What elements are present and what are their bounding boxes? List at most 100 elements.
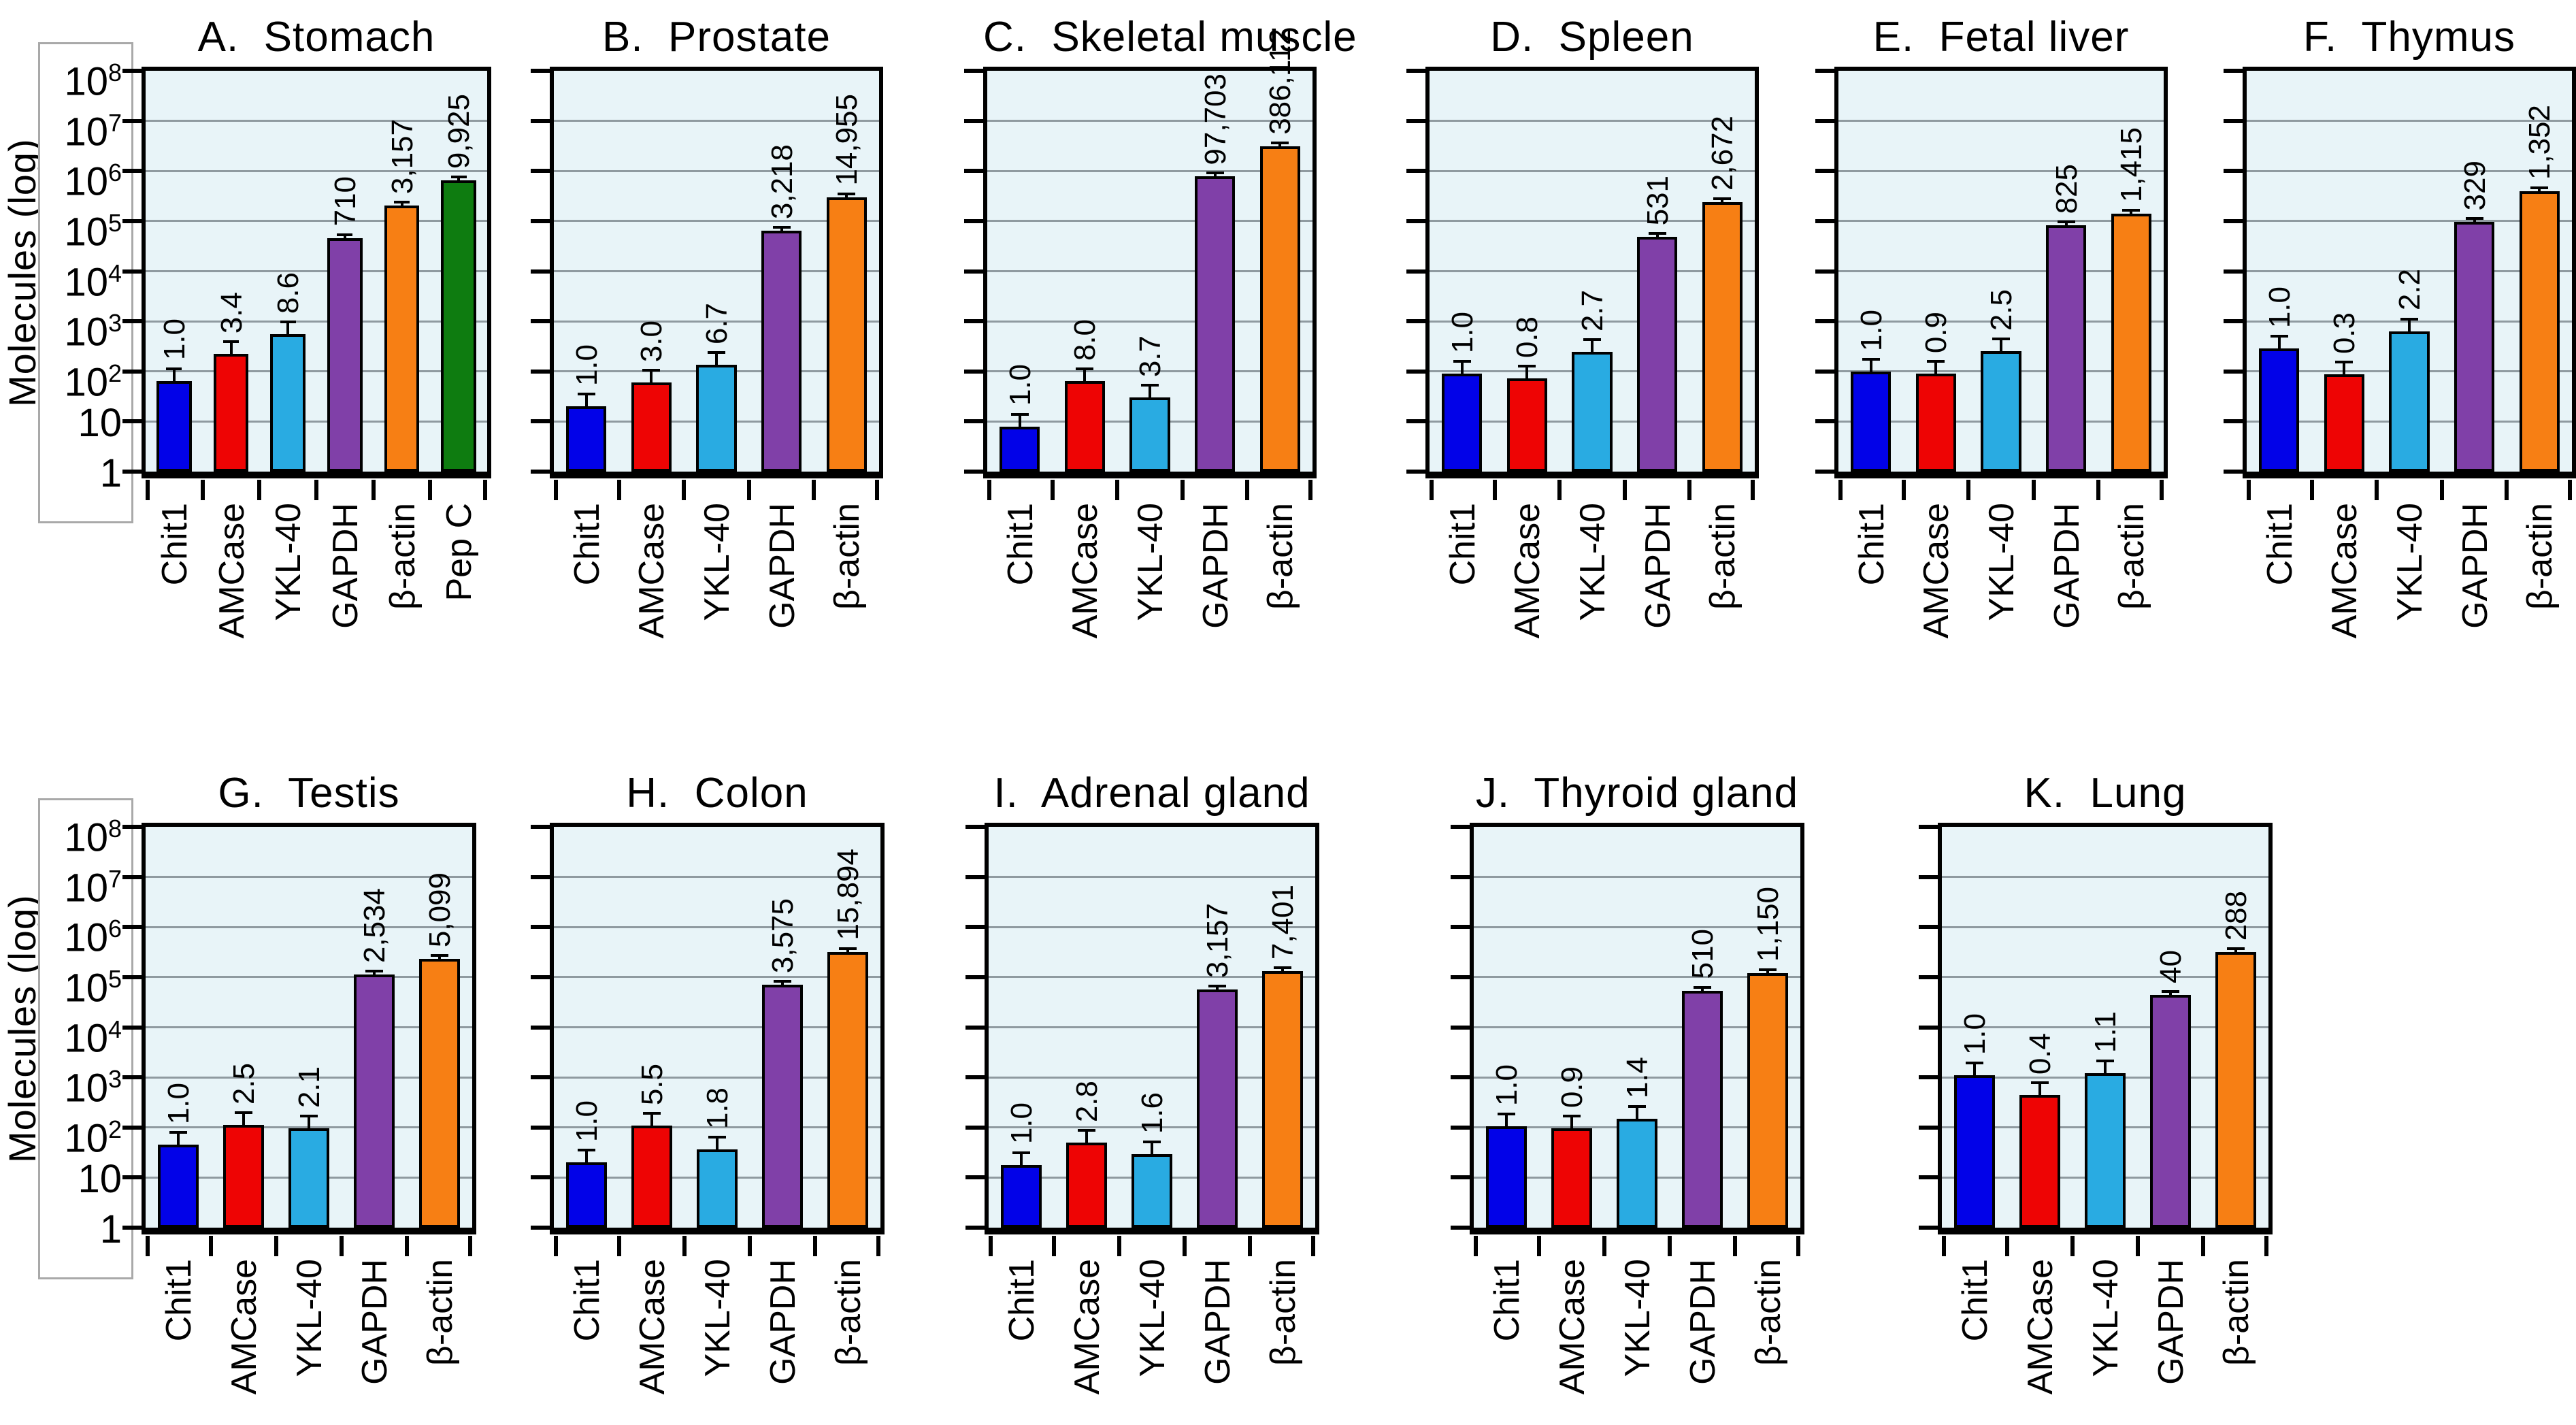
bar-value-label: 1.0 — [162, 1083, 195, 1125]
y-axis-tick — [531, 369, 550, 374]
y-axis-tick — [1815, 470, 1834, 474]
bar-gapdh — [2150, 995, 2191, 1228]
bar-ykl-40 — [288, 1128, 329, 1228]
bar-value-label: 1.0 — [569, 344, 604, 387]
x-axis-tick — [682, 1236, 687, 1256]
error-bar-stem — [715, 351, 718, 365]
error-bar-stem — [1083, 367, 1087, 382]
gridline — [146, 420, 487, 423]
y-tick-label: 103 — [64, 309, 122, 355]
y-axis-tick — [1815, 169, 1834, 174]
bar-value-label: 1,352 — [2523, 105, 2557, 180]
y-axis-tick — [964, 419, 983, 424]
y-axis-tick — [965, 1226, 985, 1230]
plot-area: 1.0 2.5 2.1 2,534 5,099 — [122, 823, 476, 1256]
bar-value-label: 0.3 — [2328, 312, 2362, 355]
x-axis-tick — [748, 1236, 752, 1256]
x-axis-tick — [875, 480, 879, 500]
error-bar-stem — [1020, 1151, 1023, 1165]
x-category-label: AMCase — [1917, 503, 1957, 639]
chart-panel-g: G. Testis 1.0 2.5 2.1 2,534 5,099 Chit1 AMCase Y… — [122, 770, 476, 1405]
y-axis-tick-labels-box: 108 107 106 105 104 103 102 10 1 — [38, 798, 133, 1279]
chart-title: A. Stomach — [197, 14, 435, 61]
y-tick-label: 107 — [64, 108, 122, 154]
x-category-label: Chit1 — [1851, 503, 1892, 586]
chart-panel-a: A. Stomach 1.0 3.4 8.6 710 3,157 9,925 Chit1 AMC… — [122, 14, 491, 649]
bar-value-label: 8.0 — [1068, 318, 1102, 361]
bar-value-label: 1.4 — [1621, 1057, 1654, 1099]
gridline — [989, 1026, 1315, 1028]
gridline — [1838, 270, 2164, 272]
x-category-label: AMCase — [1066, 503, 1106, 639]
x-axis-labels: Chit1 AMCase YKL-40 GAPDH β-actin — [142, 1234, 476, 1405]
bar-chit1 — [1486, 1126, 1527, 1228]
y-axis-tick — [965, 1075, 985, 1080]
y-axis-tick — [1919, 1125, 1938, 1130]
chart-panel-h: H. Colon 1.0 5.5 1.8 3,575 15,894 Chit1 AMCase Y… — [531, 770, 885, 1405]
gridline — [1838, 120, 2164, 122]
x-axis-tick — [468, 1236, 472, 1256]
bar-value-label: 1,415 — [2115, 127, 2149, 202]
y-tick-exponent: 6 — [108, 915, 122, 943]
chart-panel-e: E. Fetal liver 1.0 0.9 2.5 825 1,415 Chit1 AMCa… — [1815, 14, 2168, 649]
gridline — [1430, 120, 1755, 122]
plot-area: 1.0 3.4 8.6 710 3,157 9,925 — [122, 67, 491, 500]
y-axis-tick — [122, 218, 142, 223]
gridline — [146, 370, 487, 373]
error-bar-stem — [716, 1136, 719, 1150]
plot-area: 1.0 3.0 6.7 3,218 14,955 — [531, 67, 883, 500]
error-bar-stem — [1460, 360, 1464, 374]
error-bar-stem — [242, 1111, 245, 1125]
error-bar-cap — [577, 1149, 596, 1152]
x-category-label: YKL-40 — [1133, 1259, 1172, 1377]
y-axis-tick — [531, 419, 550, 424]
x-axis-tick — [1901, 480, 1906, 500]
bar-chit1 — [2259, 348, 2300, 472]
plot-area: 1.0 0.4 1.1 40 288 — [1919, 823, 2273, 1256]
bar-gapdh — [1197, 989, 1238, 1228]
x-category-label: Chit1 — [159, 1259, 199, 1342]
y-axis-tick — [122, 1075, 142, 1080]
x-axis-tick — [1050, 480, 1055, 500]
chart-title: J. Thyroid gland — [1475, 770, 1799, 817]
x-axis-tick — [1308, 480, 1312, 500]
x-axis-tick — [876, 1236, 880, 1256]
x-category-label: GAPDH — [325, 503, 365, 629]
error-bar-cap — [280, 320, 296, 323]
y-axis-tick — [122, 118, 142, 123]
y-axis-tick — [1451, 925, 1470, 930]
error-bar-cap — [1497, 1113, 1516, 1116]
gridline — [1942, 1026, 2268, 1028]
y-axis-tick — [1919, 874, 1938, 879]
error-bar-cap — [1010, 412, 1029, 416]
y-axis-tick — [122, 874, 142, 879]
y-tick-exponent: 6 — [108, 159, 122, 187]
chart-title: G. Testis — [218, 770, 400, 817]
bar-gapdh — [2454, 222, 2495, 472]
chart-title: B. Prostate — [602, 14, 831, 61]
y-tick-exponent: 2 — [108, 359, 122, 387]
y-tick-label: 10 — [78, 401, 122, 446]
gridline — [1474, 976, 1800, 979]
y-axis-tick — [1451, 1175, 1470, 1180]
bar-value-label: 3,157 — [1201, 902, 1234, 978]
gridline — [554, 976, 880, 979]
bar-amcase — [1066, 1142, 1107, 1228]
y-axis-tick — [1406, 319, 1425, 324]
bar-value-label: 1.1 — [2089, 1011, 2122, 1053]
error-bar-cap — [1583, 338, 1602, 342]
bar-value-label: 1.6 — [1136, 1092, 1169, 1134]
x-axis-tick — [1248, 1236, 1252, 1256]
x-axis-tick — [1838, 480, 1843, 500]
bar-ykl-40 — [1129, 397, 1170, 472]
bar-value-label: 1.0 — [2262, 286, 2296, 328]
error-bar-cap — [430, 954, 449, 957]
bar-ykl-40 — [1617, 1119, 1657, 1228]
x-axis-tick — [1966, 480, 1971, 500]
gridline — [1838, 220, 2164, 223]
x-category-label: Chit1 — [1487, 1259, 1527, 1342]
error-bar-cap — [1648, 232, 1666, 235]
x-axis-labels: Chit1 AMCase YKL-40 GAPDH β-actin — [550, 478, 883, 649]
gridline — [987, 220, 1312, 223]
gridline — [146, 270, 487, 272]
